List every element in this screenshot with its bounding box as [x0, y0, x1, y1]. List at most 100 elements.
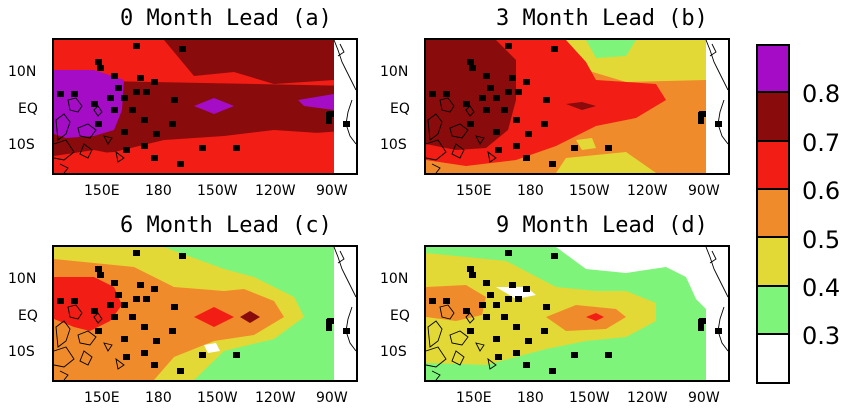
- station-marker: [715, 328, 722, 334]
- contour-0.6: [586, 313, 604, 321]
- island-outline: [487, 357, 497, 370]
- station-marker: [513, 350, 520, 356]
- station-marker: [137, 282, 144, 288]
- colorbar-swatch-0.7: [758, 93, 788, 142]
- lon-label-180: 180: [145, 390, 172, 406]
- island-outline: [439, 304, 455, 320]
- station-marker: [509, 282, 516, 288]
- colorbar-label-0.5: 0.5: [802, 226, 841, 254]
- island-outline: [487, 150, 497, 163]
- lon-label-120w: 120W: [627, 183, 668, 199]
- island-outline: [103, 135, 113, 145]
- station-marker: [233, 352, 240, 358]
- lat-label-eq: EQ: [390, 101, 410, 117]
- station-marker: [525, 131, 532, 137]
- station-marker: [95, 121, 102, 127]
- station-marker: [171, 97, 178, 103]
- contour-0.3: [586, 40, 636, 58]
- island-outline: [54, 139, 75, 161]
- lat-label-10s: 10S: [380, 137, 407, 153]
- map-panel-a: [52, 38, 358, 175]
- station-marker: [95, 328, 102, 334]
- station-marker: [551, 253, 558, 259]
- lon-label-180: 180: [145, 183, 172, 199]
- map-panel-c: [52, 245, 358, 382]
- station-marker: [141, 350, 148, 356]
- island-outline: [79, 350, 93, 366]
- lat-label-10n: 10N: [380, 271, 409, 287]
- station-marker: [107, 302, 114, 308]
- station-marker: [467, 59, 474, 65]
- station-marker: [115, 292, 122, 298]
- station-marker: [177, 161, 184, 167]
- station-marker: [133, 250, 140, 256]
- contour-0.7: [54, 80, 356, 158]
- station-marker: [505, 296, 512, 302]
- island-outline: [55, 320, 71, 348]
- gulf-outline: [709, 250, 717, 264]
- contour-below: [204, 343, 220, 353]
- contour-0.6: [194, 307, 234, 327]
- station-marker: [199, 352, 206, 358]
- coastline-west: [54, 97, 125, 173]
- contour-0.8: [54, 70, 124, 138]
- station-marker: [549, 161, 556, 167]
- station-marker: [698, 319, 704, 331]
- island-outline: [115, 357, 125, 370]
- station-marker: [541, 328, 548, 334]
- island-outline: [55, 113, 71, 141]
- contour-0.4: [576, 138, 596, 150]
- lon-label-180: 180: [517, 183, 544, 199]
- lon-label-150w: 150W: [197, 183, 238, 199]
- gulf-outline: [337, 250, 345, 264]
- lon-label-180: 180: [517, 390, 544, 406]
- island-outline: [93, 105, 103, 117]
- contour-0.7: [426, 40, 516, 150]
- island-outline: [431, 370, 441, 380]
- island-outline: [431, 163, 441, 173]
- station-marker: [123, 147, 130, 153]
- station-marker: [169, 121, 176, 127]
- station-marker: [179, 253, 186, 259]
- station-marker: [343, 121, 350, 127]
- colorbar-swatch-0.6: [758, 142, 788, 190]
- panel-title-c: 6 Month Lead (c): [120, 213, 332, 238]
- panel-title-a: 0 Month Lead (a): [120, 6, 332, 31]
- island-outline: [77, 330, 97, 346]
- colorbar: [756, 44, 790, 384]
- panel-title-b: 3 Month Lead (b): [496, 6, 708, 31]
- station-marker: [605, 145, 612, 151]
- station-marker: [483, 314, 490, 320]
- station-marker: [169, 328, 176, 334]
- station-marker: [141, 324, 148, 330]
- station-marker: [121, 302, 128, 308]
- station-marker: [111, 107, 118, 113]
- station-marker: [177, 368, 184, 374]
- station-marker: [129, 314, 136, 320]
- lon-label-120w: 120W: [255, 390, 296, 406]
- station-marker: [467, 121, 474, 127]
- lon-label-90w: 90W: [688, 183, 720, 199]
- lat-label-10s: 10S: [8, 344, 35, 360]
- panel-title-d: 9 Month Lead (d): [496, 213, 708, 238]
- station-marker: [57, 91, 64, 97]
- lat-label-eq: EQ: [18, 101, 38, 117]
- station-marker: [698, 112, 704, 124]
- lon-label-90w: 90W: [316, 390, 348, 406]
- island-outline: [115, 150, 125, 163]
- station-marker: [501, 314, 508, 320]
- lon-label-150e: 150E: [456, 183, 492, 199]
- station-marker: [571, 145, 578, 151]
- island-outline: [54, 346, 75, 368]
- station-marker: [95, 59, 102, 65]
- station-marker: [107, 95, 114, 101]
- colorbar-swatch-0.5: [758, 190, 788, 238]
- contour-0.4: [556, 152, 656, 173]
- station-marker: [143, 89, 150, 95]
- station-marker: [95, 266, 102, 272]
- island-outline: [67, 97, 83, 113]
- island-outline: [77, 123, 97, 139]
- lat-label-10s: 10S: [380, 344, 407, 360]
- lon-label-90w: 90W: [688, 390, 720, 406]
- station-marker: [141, 143, 148, 149]
